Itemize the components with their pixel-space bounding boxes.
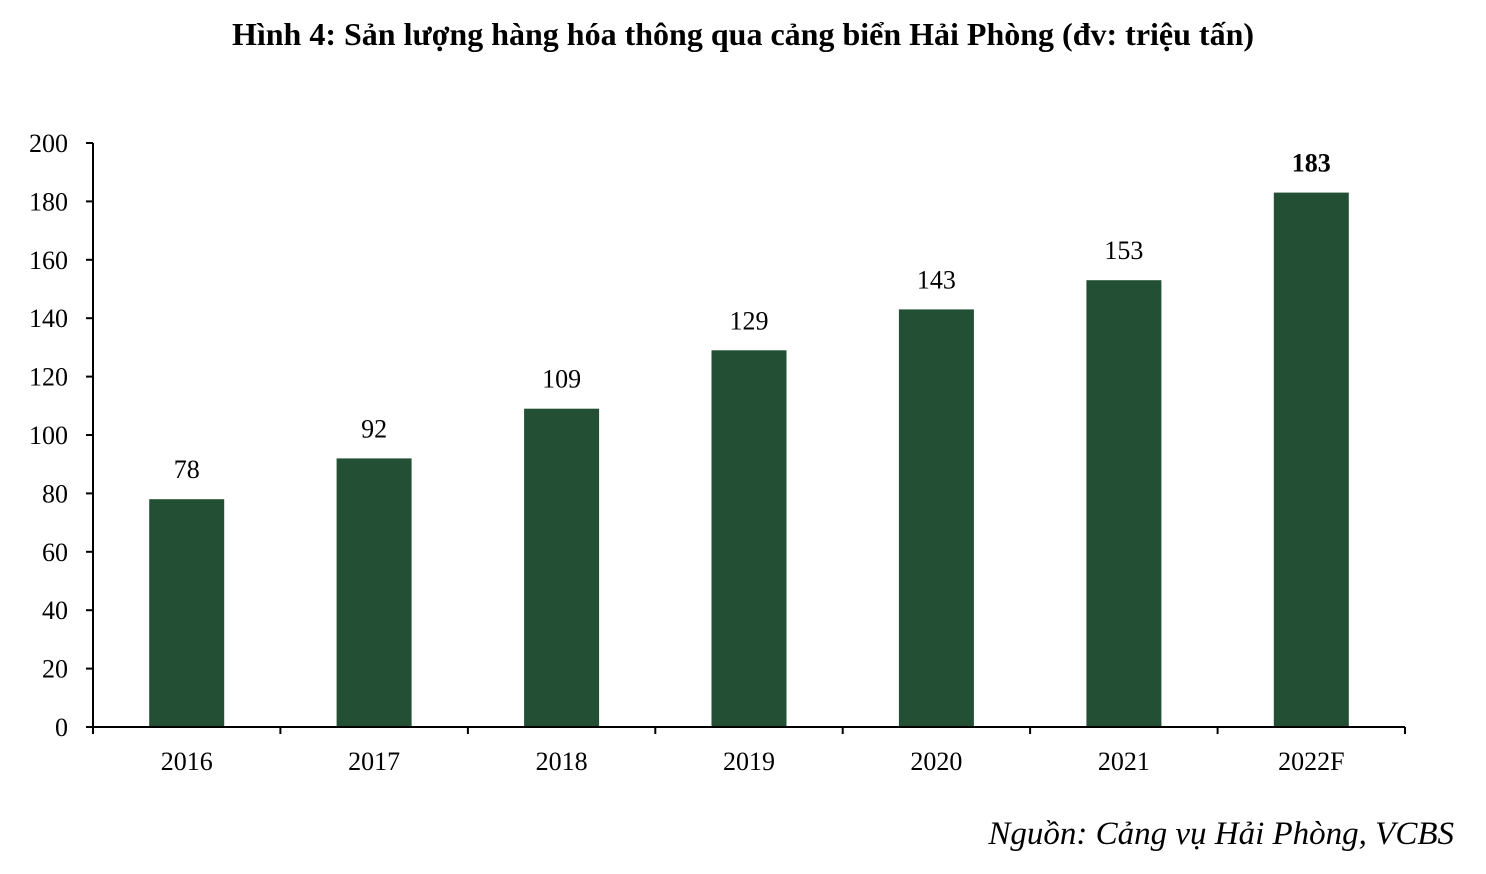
data-label-2021: 153 xyxy=(1104,236,1143,265)
y-tick-label-100: 100 xyxy=(29,421,68,450)
bar-2017 xyxy=(336,458,412,727)
y-tick-label-140: 140 xyxy=(29,304,68,333)
data-label-2020: 143 xyxy=(917,265,956,294)
data-label-2022F: 183 xyxy=(1292,149,1331,178)
x-tick-label-2018: 2018 xyxy=(536,747,588,776)
y-tick-label-20: 20 xyxy=(42,655,68,684)
data-label-2016: 78 xyxy=(174,455,200,484)
y-tick-label-160: 160 xyxy=(29,246,68,275)
x-tick-label-2022F: 2022F xyxy=(1278,747,1344,776)
x-tick-label-2019: 2019 xyxy=(723,747,775,776)
y-tick-label-120: 120 xyxy=(29,363,68,392)
bar-2018 xyxy=(524,408,600,727)
data-label-2019: 129 xyxy=(730,306,769,335)
labels-layer: 78 2016 92 2017 109 2018 129 2019 143 2020 153 2021… xyxy=(29,129,1345,776)
bar-2021 xyxy=(1086,280,1162,727)
x-tick-label-2016: 2016 xyxy=(161,747,213,776)
bar-2020 xyxy=(898,309,974,727)
y-tick-label-80: 80 xyxy=(42,479,68,508)
chart-source: Nguồn: Cảng vụ Hải Phòng, VCBS xyxy=(988,816,1454,852)
y-tick-label-180: 180 xyxy=(29,187,68,216)
bars-layer xyxy=(149,192,1349,728)
y-tick-label-200: 200 xyxy=(29,129,68,158)
bar-2016 xyxy=(149,499,225,727)
chart-title: Hình 4: Sản lượng hàng hóa thông qua cản… xyxy=(231,16,1255,52)
axes xyxy=(86,142,1406,734)
x-tick-label-2017: 2017 xyxy=(348,747,400,776)
bar-2019 xyxy=(711,350,787,727)
bar-2022F xyxy=(1273,192,1349,728)
x-tick-label-2020: 2020 xyxy=(910,747,962,776)
x-tick-label-2021: 2021 xyxy=(1098,747,1150,776)
y-tick-label-60: 60 xyxy=(42,538,68,567)
y-tick-label-40: 40 xyxy=(42,596,68,625)
y-tick-label-0: 0 xyxy=(55,713,68,742)
data-label-2018: 109 xyxy=(542,365,581,394)
data-label-2017: 92 xyxy=(361,414,387,443)
